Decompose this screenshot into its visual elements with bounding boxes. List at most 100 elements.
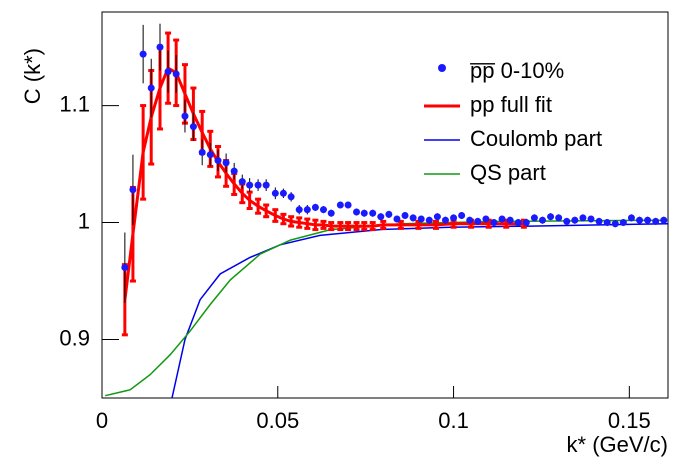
data-point [319,206,327,214]
data-point [660,216,668,224]
fit-error-bar [288,215,295,228]
y-tick-label: 1.1 [59,91,90,116]
fit-error-bar [272,208,279,223]
data-point [139,50,147,58]
fit-error-bar [432,219,439,230]
data-point [311,203,319,211]
data-point [563,217,571,225]
fit-error-bar [328,221,335,232]
data-point [287,193,295,201]
data-point [636,216,644,224]
data-point [238,178,246,186]
data-point [295,206,303,214]
data-point [222,159,230,167]
y-tick-label: 1 [78,208,90,233]
data-point [555,214,563,222]
data-point [156,43,164,51]
data-point [425,216,433,224]
fit-error-bar [353,221,360,232]
data-point [279,189,287,197]
curve [105,219,668,397]
data-point [652,217,660,225]
data-point [214,157,222,165]
fit-error-bar [280,212,287,226]
x-tick-label: 0.1 [438,408,469,433]
data-point [530,214,538,222]
data-point [377,213,385,221]
data-point [230,167,238,175]
fit-error-bar [380,219,387,230]
data-point [466,216,474,224]
legend-label: p̅p̅ 0-10% [469,58,564,83]
data-point [246,181,254,189]
data-point [595,217,603,225]
fit-error-bar [255,197,262,215]
data-point [353,208,361,216]
data-point [129,186,137,194]
data-point [206,151,214,159]
data-point [385,210,393,218]
data-point [611,220,619,228]
data-point [514,219,522,227]
curve [171,222,668,398]
plot-frame [101,11,669,399]
data-point [172,70,180,78]
x-tick-label: 0.05 [256,408,299,433]
data-point [147,84,155,92]
data-point [262,181,270,189]
fit-error-bar [304,217,311,230]
data-point [198,148,206,156]
y-axis-label: C (k*) [20,48,45,104]
data-point [164,68,172,76]
fit-error-bar [345,221,352,232]
data-point [417,215,425,223]
data-point [538,216,546,224]
fit-error-bar [369,221,376,232]
data-point [369,209,377,217]
data-point [482,215,490,223]
data-point [433,213,441,221]
data-point [181,112,189,120]
x-tick-label: 0 [96,408,108,433]
legend-marker [438,64,446,72]
fit-error-bar [296,216,303,229]
data-point [627,214,635,222]
data-point [344,201,352,209]
data-point [644,216,652,224]
legend-label: pp full fit [470,92,552,117]
data-point [401,212,409,220]
data-point [303,206,311,214]
data-point [579,214,587,222]
data-point [441,216,449,224]
data-point [619,219,627,227]
fit-error-bar [337,221,344,232]
data-point [522,219,530,227]
data-point [506,216,514,224]
data-point [603,219,611,227]
x-axis-label: k* (GeV/c) [567,432,668,457]
fit-error-bar [263,203,270,219]
data-point [360,209,368,217]
data-point [458,212,466,220]
fit-error-bar [312,218,319,232]
data-point [490,219,498,227]
y-tick-label: 0.9 [59,325,90,350]
legend-label: QS part [470,160,546,185]
data-point [254,181,262,189]
data-point [450,214,458,222]
data-point [498,215,506,223]
data-point [327,209,335,217]
fit-error-bar [320,219,327,230]
x-tick-label: 0.15 [608,408,651,433]
data-point [121,264,129,272]
data-point [587,215,595,223]
data-point [189,123,197,131]
fit-error-bar [361,221,368,232]
data-point [571,216,579,224]
data-point [409,214,417,222]
data-point [547,213,555,221]
fit-curve [123,65,524,300]
data-point [271,189,279,197]
legend-label: Coulomb part [470,126,602,151]
